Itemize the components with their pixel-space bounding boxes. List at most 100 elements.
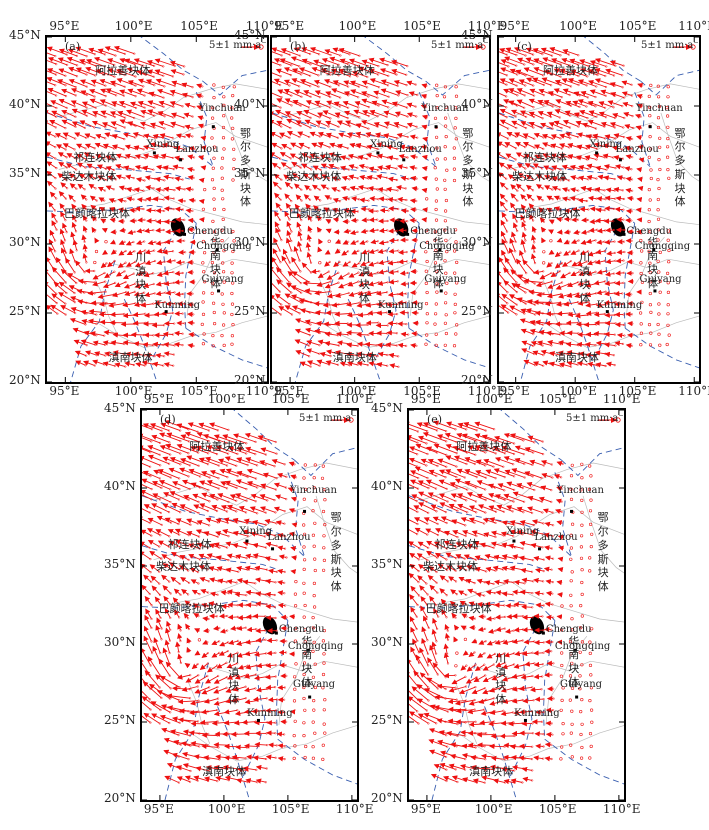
- velocity-arrow-icon: [560, 663, 564, 668]
- velocity-arrow-icon: [494, 639, 505, 645]
- velocity-arrow-icon: [329, 142, 340, 148]
- velocity-arrow-icon: [212, 197, 216, 201]
- velocity-arrow-icon: [346, 330, 360, 336]
- velocity-arrow-icon: [127, 88, 145, 97]
- velocity-arrow-icon: [158, 479, 180, 490]
- velocity-arrow-icon: [297, 230, 303, 241]
- velocity-arrow-icon: [212, 271, 217, 275]
- velocity-arrow-icon: [604, 195, 616, 201]
- velocity-arrow-icon: [275, 227, 282, 241]
- velocity-arrow-icon: [222, 249, 226, 253]
- velocity-arrow-icon: [588, 195, 597, 202]
- velocity-arrow-icon: [123, 283, 136, 289]
- velocity-arrow-icon: [338, 47, 360, 57]
- y-tick-label: 40°N: [371, 479, 403, 493]
- velocity-arrow-icon: [232, 147, 236, 151]
- velocity-arrow-icon: [503, 99, 518, 107]
- velocity-arrow-icon: [349, 80, 368, 88]
- velocity-arrow-icon: [125, 240, 134, 246]
- velocity-arrow-icon: [58, 68, 78, 77]
- velocity-arrow-icon: [170, 69, 184, 75]
- velocity-arrow-icon: [511, 673, 525, 679]
- velocity-arrow-icon: [579, 604, 583, 608]
- velocity-arrow-icon: [84, 143, 95, 149]
- velocity-arrow-icon: [94, 142, 106, 149]
- velocity-arrow-icon: [70, 231, 76, 243]
- velocity-arrow-icon: [206, 479, 228, 489]
- velocity-arrow-icon: [137, 100, 155, 109]
- velocity-arrow-icon: [154, 332, 165, 338]
- velocity-arrow-icon: [59, 203, 66, 212]
- velocity-arrow-icon: [376, 362, 388, 368]
- velocity-arrow-icon: [454, 85, 458, 89]
- sichuan-basin-icon: [170, 218, 186, 237]
- velocity-arrow-icon: [348, 174, 359, 180]
- velocity-arrow-icon: [230, 116, 234, 120]
- velocity-arrow-icon: [71, 108, 88, 117]
- velocity-arrow-icon: [521, 766, 533, 773]
- velocity-arrow-icon: [62, 222, 68, 233]
- velocity-arrow-icon: [317, 271, 330, 278]
- velocity-arrow-icon: [410, 585, 420, 596]
- velocity-arrow-icon: [152, 196, 164, 202]
- velocity-arrow-icon: [142, 342, 154, 348]
- velocity-arrow-icon: [443, 187, 447, 191]
- velocity-arrow-icon: [211, 640, 220, 646]
- velocity-arrow-icon: [197, 638, 202, 642]
- velocity-arrow-icon: [320, 476, 325, 480]
- velocity-arrow-icon: [47, 68, 66, 77]
- velocity-arrow-icon: [301, 58, 322, 67]
- velocity-arrow-icon: [294, 328, 311, 336]
- velocity-arrow-icon: [172, 164, 184, 170]
- block-label: 巴颜喀拉块体: [425, 602, 492, 616]
- velocity-arrow-icon: [455, 281, 459, 285]
- velocity-arrow-icon: [142, 658, 151, 676]
- velocity-arrow-icon: [200, 145, 207, 151]
- velocity-arrow-icon: [286, 230, 292, 242]
- velocity-arrow-icon: [312, 476, 316, 480]
- velocity-arrow-icon: [94, 351, 106, 357]
- velocity-arrow-icon: [425, 240, 429, 244]
- velocity-arrow-icon: [61, 88, 76, 96]
- velocity-arrow-icon: [272, 248, 281, 263]
- velocity-arrow-icon: [589, 744, 593, 749]
- velocity-arrow-icon: [368, 68, 389, 77]
- velocity-arrow-icon: [62, 143, 75, 150]
- velocity-arrow-icon: [485, 566, 496, 572]
- velocity-arrow-icon: [524, 661, 535, 667]
- velocity-arrow-icon: [284, 111, 300, 119]
- velocity-arrow-icon: [422, 136, 429, 142]
- city-dot-icon: [211, 125, 215, 129]
- velocity-arrow-icon: [521, 348, 535, 355]
- city-label: Chongqing: [419, 240, 475, 252]
- velocity-arrow-icon: [292, 699, 297, 703]
- velocity-arrow-icon: [435, 135, 439, 139]
- velocity-arrow-icon: [272, 282, 281, 293]
- velocity-arrow-icon: [566, 330, 579, 336]
- velocity-arrow-icon: [588, 569, 592, 573]
- velocity-arrow-icon: [143, 272, 154, 278]
- velocity-arrow-icon: [142, 455, 161, 466]
- velocity-arrow-icon: [586, 174, 597, 181]
- velocity-arrow-icon: [656, 116, 661, 120]
- velocity-arrow-icon: [553, 88, 570, 96]
- velocity-arrow-icon: [312, 581, 316, 585]
- velocity-arrow-icon: [294, 203, 301, 211]
- velocity-arrow-icon: [194, 675, 208, 684]
- y-tick-label: 20°N: [234, 373, 266, 387]
- x-tick-label: 105°E: [180, 19, 218, 33]
- velocity-arrow-icon: [353, 109, 370, 117]
- block-label: 祁连块体: [297, 150, 342, 164]
- vertical-block-label: 鄂尔多斯块体: [674, 126, 686, 209]
- velocity-arrow-icon: [443, 259, 447, 263]
- velocity-arrow-icon: [435, 83, 439, 87]
- velocity-arrow-icon: [232, 85, 236, 89]
- velocity-arrow-icon: [569, 557, 573, 561]
- velocity-arrow-icon: [294, 604, 298, 608]
- velocity-arrow-icon: [321, 57, 339, 66]
- velocity-arrow-icon: [122, 132, 136, 138]
- velocity-arrow-icon: [348, 58, 369, 67]
- velocity-arrow-icon: [590, 532, 594, 536]
- velocity-arrow-icon: [231, 754, 246, 761]
- velocity-arrow-icon: [79, 79, 95, 87]
